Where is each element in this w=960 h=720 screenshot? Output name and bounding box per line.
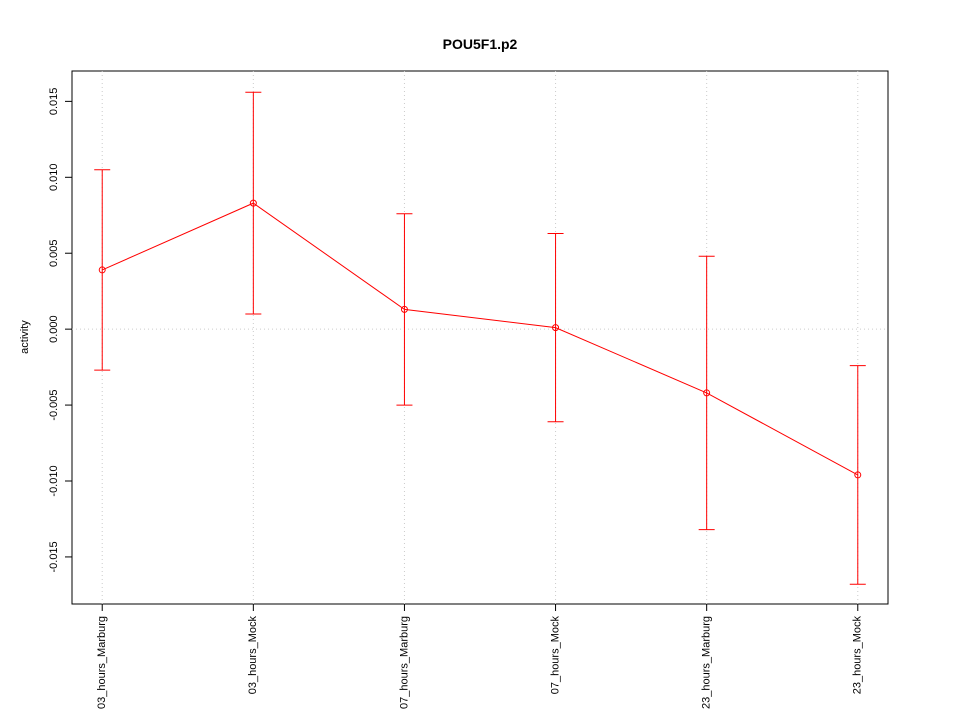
chart-title: POU5F1.p2 (443, 36, 518, 52)
y-tick-label: -0.010 (48, 465, 60, 496)
error-bar (547, 232, 564, 423)
series-line (102, 202, 859, 476)
y-tick-label: 0.005 (48, 239, 60, 267)
point (854, 471, 862, 479)
x-tick-label: 03_hours_Marburg (96, 616, 108, 709)
point (703, 389, 711, 397)
y-tick-label: 0.010 (48, 164, 60, 192)
y-tick-label: 0.000 (48, 315, 60, 343)
x-tick-label: 23_hours_Marburg (701, 616, 713, 709)
error-bar (849, 365, 866, 585)
y-axis-label: activity (19, 320, 31, 354)
plot-frame (71, 70, 889, 605)
point (400, 305, 408, 313)
error-bar (245, 91, 262, 315)
error-bar (94, 169, 111, 371)
x-tick-label: 07_hours_Marburg (398, 616, 410, 709)
point (98, 266, 106, 274)
point (552, 324, 560, 332)
error-bar (698, 255, 715, 531)
y-tick-label: -0.005 (48, 389, 60, 420)
y-tick-label: -0.015 (48, 541, 60, 572)
error-bar (396, 213, 413, 406)
y-tick-label: 0.015 (48, 88, 60, 116)
x-tick-label: 03_hours_Mock (247, 616, 259, 695)
x-tick-label: 07_hours_Mock (549, 616, 561, 695)
point (249, 199, 257, 207)
x-tick-label: 23_hours_Mock (852, 616, 864, 695)
